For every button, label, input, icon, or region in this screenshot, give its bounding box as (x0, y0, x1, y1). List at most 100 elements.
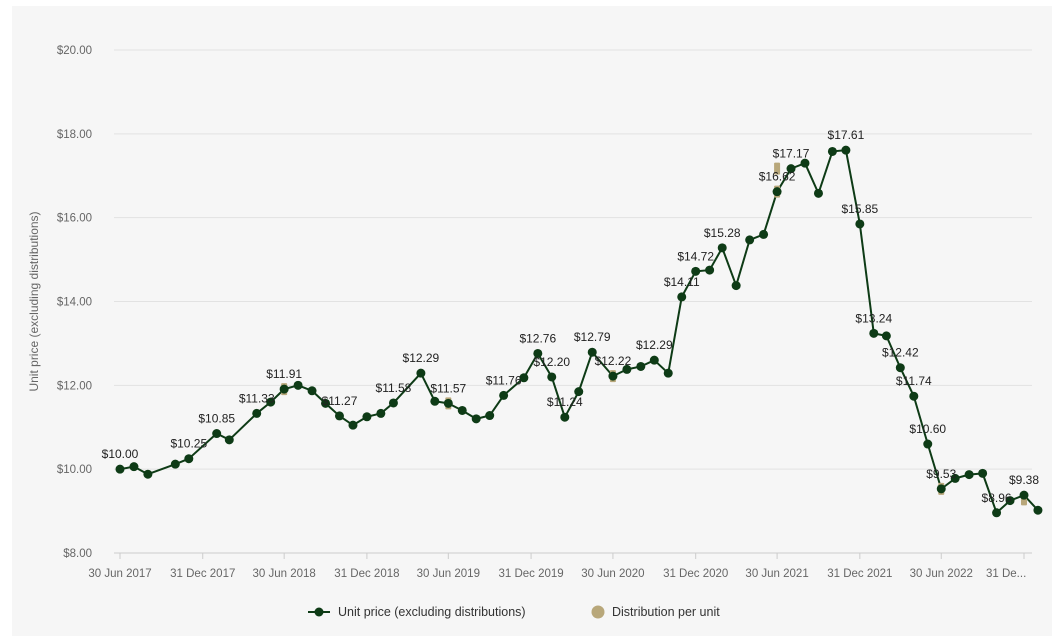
data-point[interactable] (252, 408, 262, 418)
distribution-mark[interactable] (774, 162, 781, 175)
data-point[interactable] (855, 219, 865, 229)
x-tick-label: 30 Jun 2017 (88, 568, 151, 580)
data-point[interactable] (978, 468, 988, 478)
data-point[interactable] (1005, 496, 1015, 506)
chart-panel: 30 Jun 2017 31 Dec 2017 30 Jun 2018 31 Dec … (12, 6, 1052, 636)
data-point[interactable] (964, 470, 974, 480)
data-point[interactable] (813, 188, 823, 198)
data-point[interactable] (293, 380, 303, 390)
data-point[interactable] (759, 229, 769, 239)
x-tick-label: 31 Dec 2019 (498, 568, 563, 580)
data-label: $12.79 (574, 330, 611, 344)
data-label: $12.42 (882, 346, 919, 360)
data-point[interactable] (587, 347, 597, 357)
data-point[interactable] (881, 331, 891, 341)
legend-item-distribution[interactable]: Distribution per unit (591, 605, 721, 619)
data-point[interactable] (574, 387, 584, 397)
data-point[interactable] (170, 459, 180, 469)
data-point[interactable] (950, 473, 960, 483)
data-label: $11.57 (430, 381, 466, 395)
data-point[interactable] (800, 158, 810, 168)
line-chart: 30 Jun 2017 31 Dec 2017 30 Jun 2018 31 Dec … (27, 45, 1043, 619)
data-point[interactable] (348, 420, 358, 430)
data-label: $9.53 (926, 467, 956, 481)
data-label: $10.85 (198, 412, 235, 426)
data-point[interactable] (471, 414, 481, 424)
data-point[interactable] (416, 368, 426, 378)
data-label: $14.72 (677, 249, 714, 263)
data-label: $15.28 (704, 226, 741, 240)
data-point[interactable] (362, 412, 372, 422)
data-point[interactable] (115, 464, 125, 474)
data-point[interactable] (143, 469, 153, 479)
x-tick-label: 30 Jun 2021 (745, 568, 808, 580)
data-point[interactable] (895, 363, 905, 373)
data-label: $16.62 (759, 170, 796, 184)
legend: Unit price (excluding distributions) Dis… (308, 605, 720, 619)
data-label: $15.85 (841, 202, 878, 216)
data-label: $11.27 (322, 394, 358, 408)
data-point[interactable] (533, 348, 543, 358)
data-point[interactable] (307, 386, 317, 396)
data-label: $11.91 (266, 367, 302, 381)
x-tick-label: 30 Jun 2020 (581, 568, 644, 580)
data-point[interactable] (827, 146, 837, 156)
data-point[interactable] (622, 364, 632, 374)
data-point[interactable] (786, 164, 796, 174)
data-point[interactable] (608, 371, 618, 381)
data-point[interactable] (457, 405, 467, 415)
data-label: $10.60 (909, 422, 946, 436)
data-point[interactable] (1033, 505, 1043, 515)
data-point[interactable] (909, 391, 919, 401)
data-point[interactable] (430, 396, 440, 406)
data-label: $8.96 (982, 491, 1012, 505)
data-point[interactable] (266, 397, 276, 407)
data-label: $12.20 (533, 355, 570, 369)
y-axis: $8.00 $10.00 $12.00 $14.00 $16.00 $18.00 $20.0… (57, 45, 92, 560)
grid-lines (114, 49, 1032, 554)
data-point[interactable] (992, 508, 1002, 518)
legend-distribution-swatch (591, 605, 605, 619)
data-label: $14.11 (664, 275, 700, 289)
data-point[interactable] (936, 484, 946, 494)
data-point[interactable] (224, 435, 234, 445)
data-point[interactable] (772, 187, 782, 197)
data-point[interactable] (841, 145, 851, 155)
data-point[interactable] (1019, 490, 1029, 500)
data-label: $12.76 (519, 331, 556, 345)
data-point[interactable] (485, 411, 495, 421)
data-point[interactable] (649, 355, 659, 365)
data-point[interactable] (636, 361, 646, 371)
data-point[interactable] (388, 398, 398, 408)
data-label: $11.58 (376, 381, 412, 395)
data-point[interactable] (321, 398, 331, 408)
data-label: $12.22 (595, 354, 632, 368)
data-point[interactable] (677, 292, 687, 302)
y-tick-label: $8.00 (63, 548, 92, 560)
data-point[interactable] (443, 398, 453, 408)
data-label: $12.29 (403, 351, 440, 365)
data-point[interactable] (547, 372, 557, 382)
data-point[interactable] (923, 439, 933, 449)
data-point[interactable] (212, 429, 222, 439)
data-point[interactable] (731, 281, 741, 291)
legend-item-unit-price[interactable]: Unit price (excluding distributions) (308, 605, 526, 619)
data-point[interactable] (691, 266, 701, 276)
x-tick-label: 30 Jun 2018 (253, 568, 316, 580)
data-point[interactable] (663, 368, 673, 378)
data-point[interactable] (519, 373, 529, 383)
data-label: $11.74 (896, 374, 932, 388)
data-point[interactable] (705, 265, 715, 275)
unit-price-points (115, 145, 1043, 518)
data-point[interactable] (279, 384, 289, 394)
data-point[interactable] (745, 235, 755, 245)
data-point[interactable] (499, 390, 509, 400)
data-point[interactable] (334, 411, 344, 421)
legend-label-unit-price: Unit price (excluding distributions) (338, 605, 526, 619)
data-point[interactable] (129, 462, 139, 472)
data-point[interactable] (376, 408, 386, 418)
data-point[interactable] (869, 328, 879, 338)
data-point[interactable] (717, 243, 727, 253)
data-point[interactable] (560, 412, 570, 422)
data-point[interactable] (184, 454, 194, 464)
